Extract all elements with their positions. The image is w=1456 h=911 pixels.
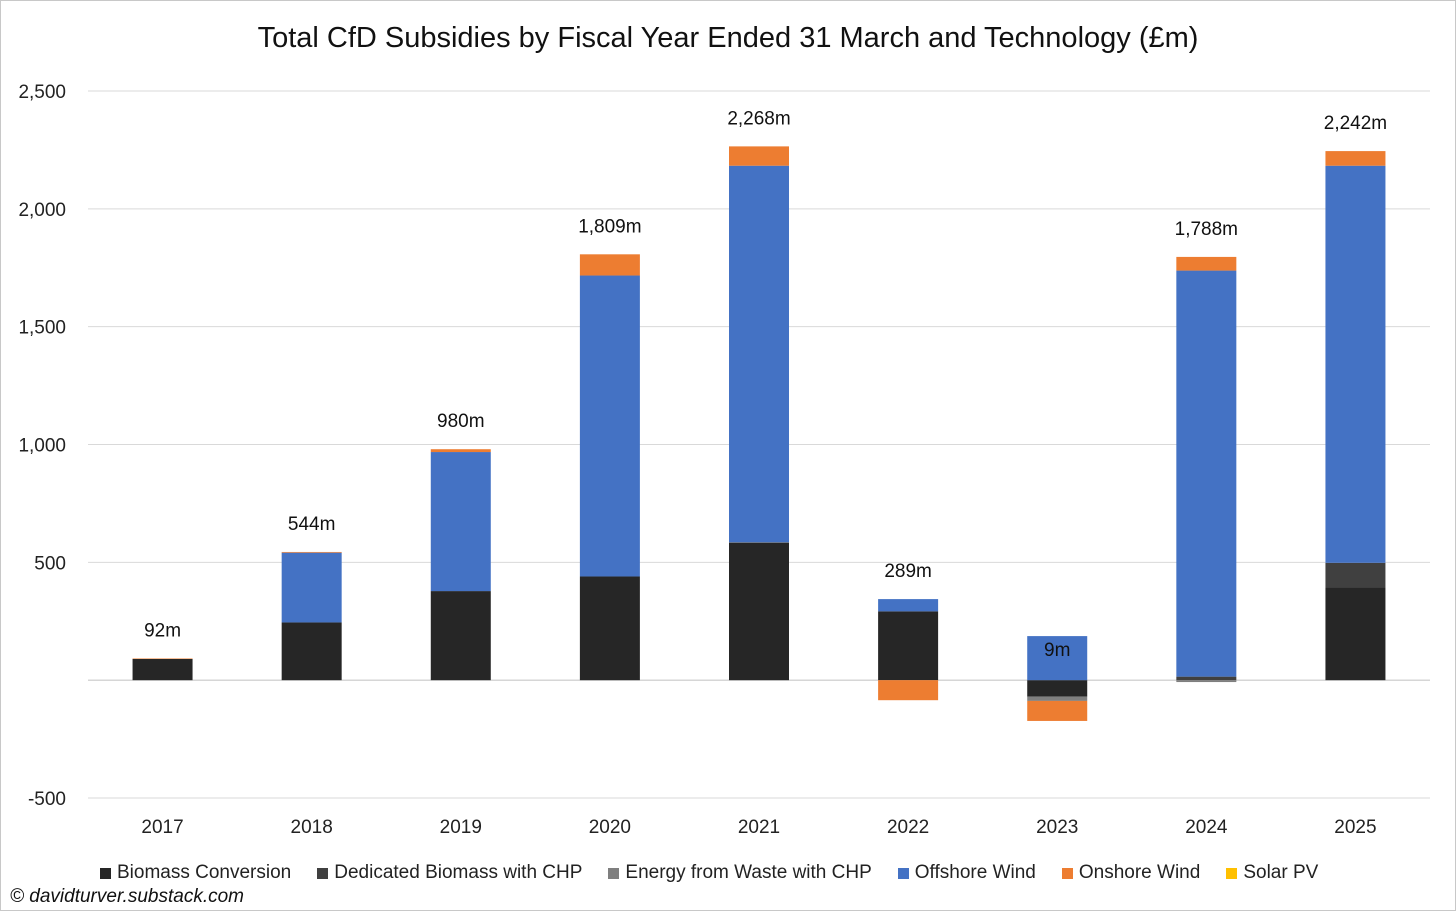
bar-segment	[1325, 562, 1386, 588]
total-data-label: 9m	[1044, 640, 1070, 661]
bar-segment	[1027, 700, 1088, 721]
total-data-label: 289m	[884, 561, 932, 582]
total-data-label: 980m	[437, 411, 485, 432]
legend-swatch	[897, 867, 909, 879]
bar-segment	[878, 599, 939, 612]
bar-segment	[1176, 270, 1237, 677]
bar-segment	[430, 452, 491, 592]
legend-label: Offshore Wind	[914, 862, 1036, 883]
bar-segment	[1027, 680, 1088, 697]
bar-segment	[1027, 636, 1088, 681]
x-tick-label: 2023	[1036, 817, 1078, 838]
y-tick-label: 2,000	[18, 200, 66, 221]
bar-segment	[1176, 680, 1237, 683]
bar-segment	[430, 591, 491, 681]
bar-segment	[1176, 256, 1237, 271]
legend-swatch	[1061, 867, 1073, 879]
bar-segment	[729, 542, 789, 681]
x-tick-label: 2025	[1334, 817, 1376, 838]
legend-label: Energy from Waste with CHP	[625, 862, 872, 883]
bar-segment	[729, 146, 789, 166]
bar-segment	[132, 658, 193, 659]
y-tick-label: 1,000	[18, 436, 66, 457]
bar-segment	[579, 254, 640, 276]
total-data-label: 92m	[144, 620, 181, 641]
bar-segment	[729, 165, 789, 543]
x-tick-label: 2019	[440, 817, 482, 838]
copyright-notice: © davidturver.substack.com	[10, 886, 244, 907]
legend-label: Onshore Wind	[1078, 862, 1201, 883]
y-tick-label: 1,500	[18, 318, 66, 339]
legend-label: Dedicated Biomass with CHP	[334, 862, 583, 883]
total-data-label: 2,242m	[1324, 113, 1387, 134]
legend-item: Dedicated Biomass with CHP	[317, 862, 582, 884]
legend-item: Solar PV	[1226, 862, 1318, 884]
bar-segment	[1325, 587, 1386, 681]
legend-swatch	[608, 867, 620, 879]
bar-segment	[1325, 151, 1386, 166]
legend-item: Biomass Conversion	[100, 862, 291, 884]
bar-segment	[1176, 676, 1237, 681]
y-tick-label: 500	[34, 553, 66, 574]
legend-label: Solar PV	[1243, 862, 1319, 883]
legend-item: Energy from Waste with CHP	[608, 862, 872, 884]
bar-segment	[878, 611, 939, 681]
legend-label: Biomass Conversion	[117, 862, 292, 883]
x-tick-label: 2018	[291, 817, 333, 838]
bar-segment	[579, 576, 640, 681]
total-data-label: 2,268m	[727, 108, 790, 129]
x-tick-label: 2024	[1185, 817, 1228, 838]
x-tick-label: 2017	[141, 817, 183, 838]
x-tick-label: 2022	[887, 817, 929, 838]
x-tick-label: 2020	[589, 817, 631, 838]
chart-legend: Biomass Conversion Dedicated Biomass with…	[100, 862, 1400, 884]
bar-segment	[281, 551, 342, 553]
bar-segment	[281, 552, 342, 623]
total-data-label: 1,809m	[578, 216, 641, 237]
bar-segment	[281, 622, 342, 681]
y-tick-label: -500	[28, 789, 66, 810]
bar-segment	[430, 449, 491, 453]
total-data-label: 1,788m	[1175, 219, 1238, 240]
legend-item: Onshore Wind	[1061, 862, 1201, 884]
bar-segment	[1325, 165, 1386, 563]
legend-item: Offshore Wind	[897, 862, 1036, 884]
bar-segment	[579, 275, 640, 577]
y-tick-label: 2,500	[18, 82, 66, 103]
chart-title: Total CfD Subsidies by Fiscal Year Ended…	[257, 22, 1199, 54]
legend-swatch	[1226, 867, 1238, 879]
bar-segment	[1027, 696, 1088, 701]
bar-segment	[729, 542, 789, 543]
x-tick-label: 2021	[738, 817, 780, 838]
total-data-label: 544m	[288, 514, 336, 535]
legend-swatch	[317, 867, 329, 879]
legend-swatch	[100, 867, 111, 879]
bar-segment	[878, 680, 939, 701]
bar-segment	[132, 658, 193, 681]
